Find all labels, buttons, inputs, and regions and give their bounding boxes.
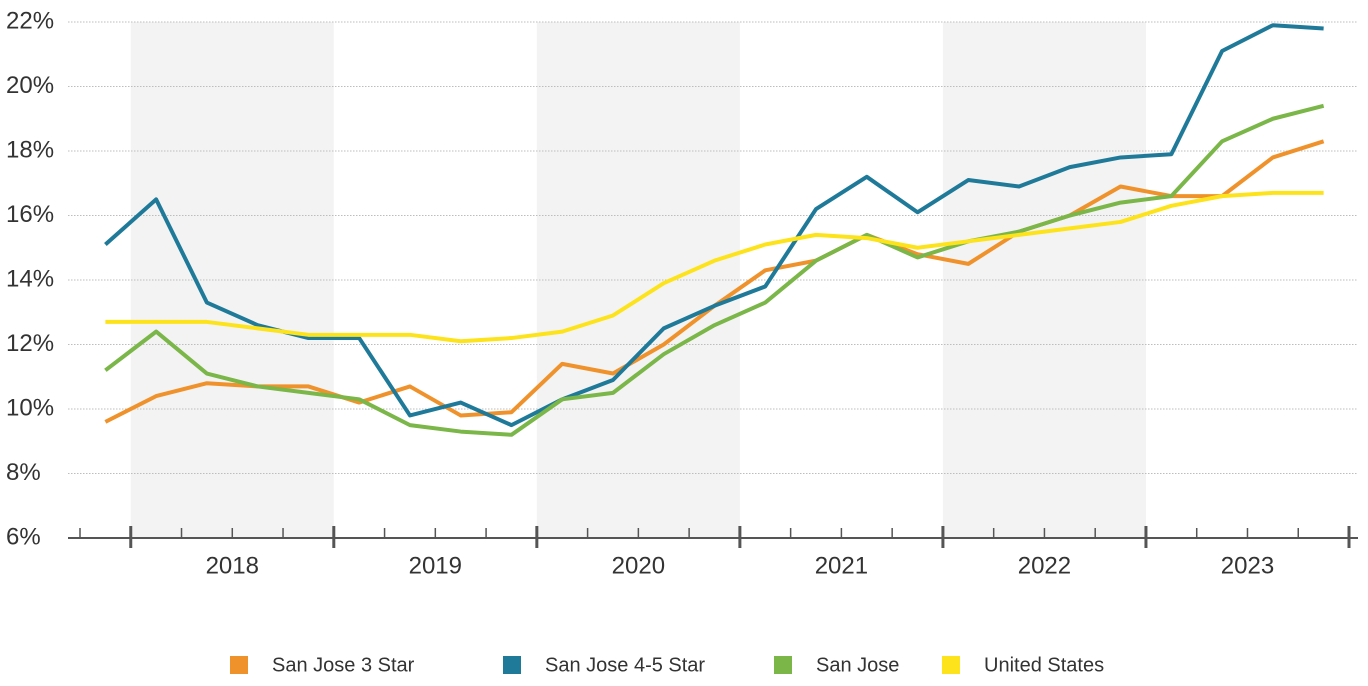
legend-label: San Jose xyxy=(816,654,899,676)
y-tick-label: 6% xyxy=(6,523,41,550)
legend-swatch xyxy=(230,656,248,674)
legend-label: United States xyxy=(984,654,1104,676)
y-tick-label: 12% xyxy=(6,330,54,357)
series-line xyxy=(104,23,1324,428)
legend-swatch xyxy=(774,656,792,674)
x-tick-label: 2020 xyxy=(612,552,665,579)
y-tick-label: 14% xyxy=(6,265,54,292)
x-tick-label: 2021 xyxy=(815,552,868,579)
x-tick-label: 2018 xyxy=(206,552,259,579)
y-tick-label: 20% xyxy=(6,72,54,99)
legend-swatch xyxy=(503,656,521,674)
series-line xyxy=(104,103,1325,437)
series-line xyxy=(105,190,1324,344)
y-tick-label: 8% xyxy=(6,459,41,486)
x-tick-label: 2022 xyxy=(1018,552,1071,579)
y-tick-label: 16% xyxy=(6,201,54,228)
x-tick-label: 2023 xyxy=(1221,552,1274,579)
legend-label: San Jose 4-5 Star xyxy=(545,654,705,676)
y-tick-label: 10% xyxy=(6,394,54,421)
y-tick-label: 18% xyxy=(6,136,54,163)
legend-swatch xyxy=(942,656,960,674)
legend-label: San Jose 3 Star xyxy=(272,654,415,676)
y-tick-label: 22% xyxy=(6,7,54,34)
x-tick-label: 2019 xyxy=(409,552,462,579)
